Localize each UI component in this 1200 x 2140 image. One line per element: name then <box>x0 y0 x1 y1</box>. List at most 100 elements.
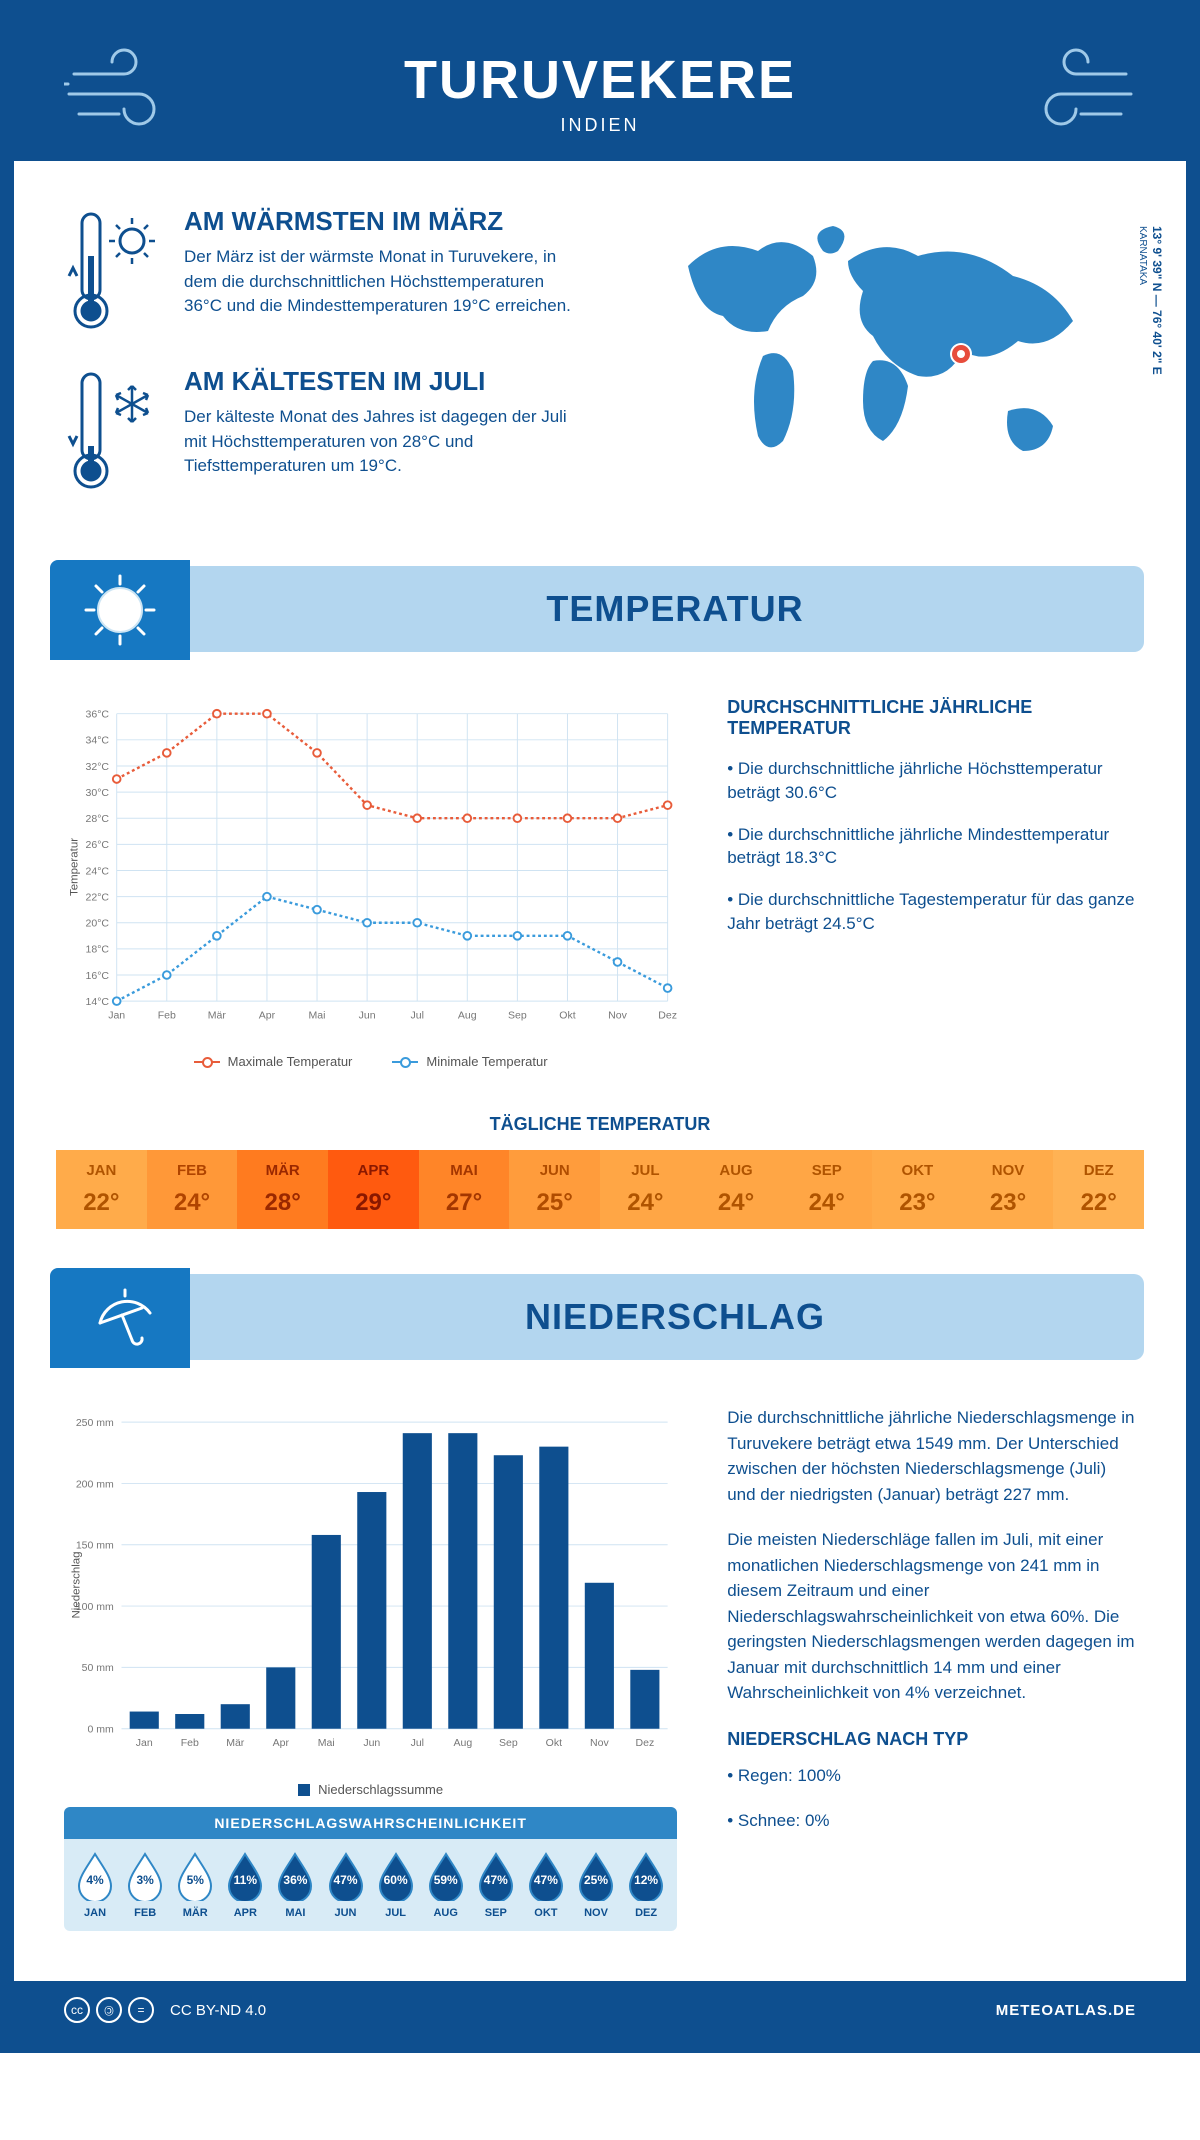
svg-text:Nov: Nov <box>590 1737 609 1749</box>
svg-text:Jan: Jan <box>136 1737 153 1749</box>
temp-cell: OKT23° <box>872 1150 963 1229</box>
svg-text:16°C: 16°C <box>86 970 110 982</box>
prob-cell: 11%APR <box>220 1851 270 1919</box>
section-banner-precip: NIEDERSCHLAG <box>56 1274 1144 1360</box>
world-map: 13° 9' 39" N — 76° 40' 2" E KARNATAKA <box>620 206 1136 526</box>
precip-type-snow: • Schnee: 0% <box>727 1808 1136 1834</box>
temp-text-title: DURCHSCHNITTLICHE JÄHRLICHE TEMPERATUR <box>727 697 1136 739</box>
temp-cell: MÄR28° <box>237 1150 328 1229</box>
temp-text-p1: • Die durchschnittliche jährliche Höchst… <box>727 757 1136 805</box>
precip-type-rain: • Regen: 100% <box>727 1763 1136 1789</box>
prob-cell: 36%MAI <box>270 1851 320 1919</box>
svg-text:Apr: Apr <box>259 1009 276 1021</box>
svg-text:20°C: 20°C <box>86 918 110 930</box>
prob-cell: 47%SEP <box>471 1851 521 1919</box>
temperature-line-chart: 14°C16°C18°C20°C22°C24°C26°C28°C30°C32°C… <box>64 697 677 1069</box>
svg-text:30°C: 30°C <box>86 787 110 799</box>
svg-text:Feb: Feb <box>181 1737 199 1749</box>
svg-text:34°C: 34°C <box>86 735 110 747</box>
thermometer-cold-icon <box>64 366 164 496</box>
page-title: TURUVEKERE <box>64 49 1136 111</box>
svg-text:Nov: Nov <box>608 1009 627 1021</box>
svg-text:24°C: 24°C <box>86 865 110 877</box>
svg-text:28°C: 28°C <box>86 813 110 825</box>
temp-cell: DEZ22° <box>1053 1150 1144 1229</box>
svg-text:26°C: 26°C <box>86 839 110 851</box>
svg-text:250 mm: 250 mm <box>76 1417 114 1429</box>
svg-text:Jul: Jul <box>410 1009 423 1021</box>
svg-text:Sep: Sep <box>508 1009 527 1021</box>
temp-text-p3: • Die durchschnittliche Tagestemperatur … <box>727 888 1136 936</box>
prob-cell: 12%DEZ <box>621 1851 671 1919</box>
legend-max: .leg-item:nth-child(1) .leg-line::after{… <box>194 1054 353 1069</box>
svg-text:Mai: Mai <box>318 1737 335 1749</box>
temp-cell: JAN22° <box>56 1150 147 1229</box>
fact-cold-title: AM KÄLTESTEN IM JULI <box>184 366 580 397</box>
prob-cell: 5%MÄR <box>170 1851 220 1919</box>
prob-cell: 47%JUN <box>320 1851 370 1919</box>
prob-cell: 3%FEB <box>120 1851 170 1919</box>
precip-text-p1: Die durchschnittliche jährliche Niedersc… <box>727 1405 1136 1507</box>
fact-warmest: AM WÄRMSTEN IM MÄRZ Der März ist der wär… <box>64 206 580 336</box>
section-title-temp: TEMPERATUR <box>206 588 1144 630</box>
svg-text:Aug: Aug <box>453 1737 472 1749</box>
svg-text:Okt: Okt <box>546 1737 562 1749</box>
svg-text:36°C: 36°C <box>86 709 110 721</box>
fact-warm-title: AM WÄRMSTEN IM MÄRZ <box>184 206 580 237</box>
prob-title: NIEDERSCHLAGSWAHRSCHEINLICHKEIT <box>64 1807 677 1839</box>
wind-icon <box>64 44 194 134</box>
svg-text:Aug: Aug <box>458 1009 477 1021</box>
svg-text:Dez: Dez <box>658 1009 677 1021</box>
wind-icon <box>1006 44 1136 134</box>
svg-text:Mär: Mär <box>226 1737 245 1749</box>
country-label: INDIEN <box>64 115 1136 136</box>
svg-text:Jun: Jun <box>363 1737 380 1749</box>
cc-icon: cc <box>64 1997 90 2023</box>
svg-text:18°C: 18°C <box>86 944 110 956</box>
section-banner-temp: TEMPERATUR <box>56 566 1144 652</box>
footer: cc 🄯 = CC BY-ND 4.0 METEOATLAS.DE <box>14 1981 1186 2039</box>
fact-cold-text: Der kälteste Monat des Jahres ist dagege… <box>184 405 580 479</box>
legend-precip: Niederschlagssumme <box>298 1782 443 1797</box>
svg-text:14°C: 14°C <box>86 996 110 1008</box>
svg-text:Okt: Okt <box>559 1009 575 1021</box>
temp-cell: JUL24° <box>600 1150 691 1229</box>
svg-text:150 mm: 150 mm <box>76 1540 114 1552</box>
precip-text-p2: Die meisten Niederschläge fallen im Juli… <box>727 1527 1136 1706</box>
svg-text:Mär: Mär <box>208 1009 227 1021</box>
temp-cell: AUG24° <box>691 1150 782 1229</box>
svg-text:Apr: Apr <box>273 1737 290 1749</box>
coordinates: 13° 9' 39" N — 76° 40' 2" E <box>1150 226 1164 375</box>
temp-cell: APR29° <box>328 1150 419 1229</box>
precip-probability-box: NIEDERSCHLAGSWAHRSCHEINLICHKEIT 4%JAN3%F… <box>64 1807 677 1931</box>
header: TURUVEKERE INDIEN <box>14 14 1186 161</box>
nd-icon: = <box>128 1997 154 2023</box>
prob-cell: 25%NOV <box>571 1851 621 1919</box>
by-icon: 🄯 <box>96 1997 122 2023</box>
prob-cell: 47%OKT <box>521 1851 571 1919</box>
legend-min: .leg-item:nth-child(2) .leg-line::after{… <box>392 1054 547 1069</box>
sun-icon <box>50 560 190 660</box>
fact-warm-text: Der März ist der wärmste Monat in Turuve… <box>184 245 580 319</box>
temp-cell: FEB24° <box>147 1150 238 1229</box>
daily-temp-strip: JAN22°FEB24°MÄR28°APR29°MAI27°JUN25°JUL2… <box>56 1150 1144 1229</box>
temp-text-p2: • Die durchschnittliche jährliche Mindes… <box>727 823 1136 871</box>
svg-text:Temperatur: Temperatur <box>68 838 80 896</box>
svg-text:Dez: Dez <box>636 1737 655 1749</box>
thermometer-hot-icon <box>64 206 164 336</box>
prob-cell: 4%JAN <box>70 1851 120 1919</box>
temp-cell: SEP24° <box>781 1150 872 1229</box>
region-label: KARNATAKA <box>1137 226 1148 285</box>
precipitation-bar-chart: 0 mm50 mm100 mm150 mm200 mm250 mmJanFebM… <box>64 1405 677 1797</box>
svg-text:Niederschlag: Niederschlag <box>70 1551 82 1618</box>
precip-type-title: NIEDERSCHLAG NACH TYP <box>727 1726 1136 1753</box>
daily-temp-title: TÄGLICHE TEMPERATUR <box>64 1114 1136 1135</box>
prob-cell: 60%JUL <box>371 1851 421 1919</box>
svg-text:50 mm: 50 mm <box>82 1662 114 1674</box>
svg-text:200 mm: 200 mm <box>76 1478 114 1490</box>
svg-text:Sep: Sep <box>499 1737 518 1749</box>
svg-text:Feb: Feb <box>158 1009 176 1021</box>
temp-cell: JUN25° <box>509 1150 600 1229</box>
temp-cell: NOV23° <box>963 1150 1054 1229</box>
umbrella-icon <box>50 1268 190 1368</box>
